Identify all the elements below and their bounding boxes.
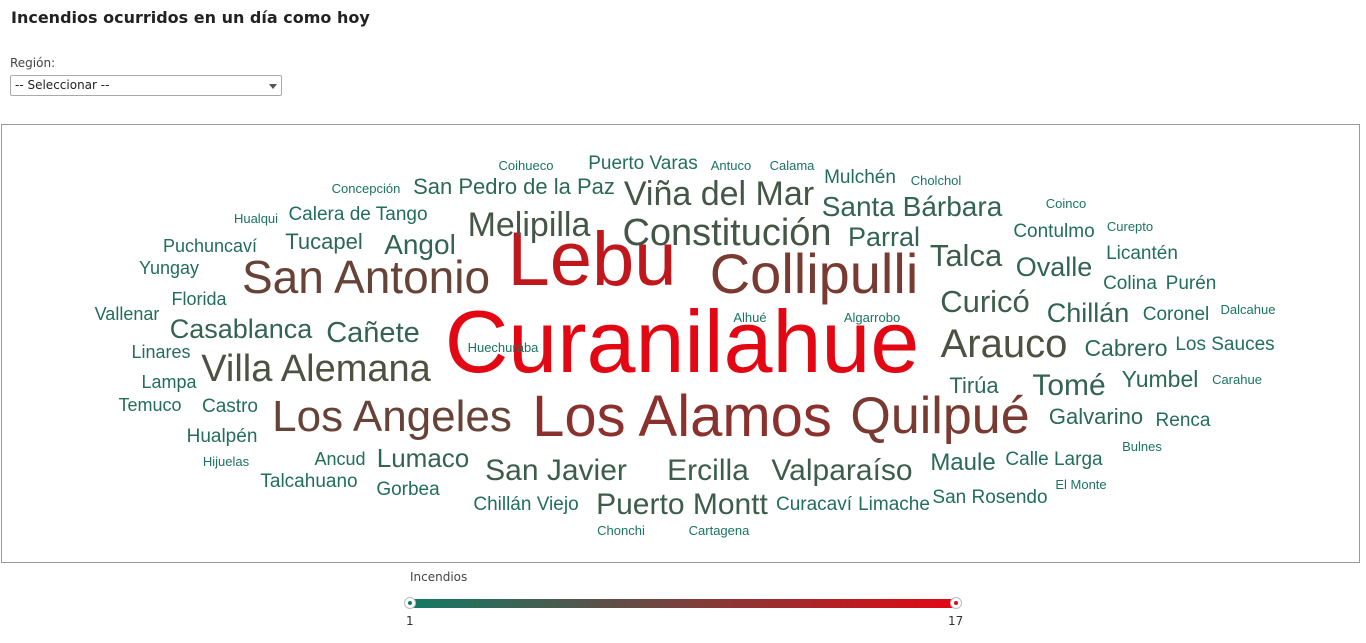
word-yumbel[interactable]: Yumbel [1122,366,1199,392]
color-scale-bar [410,599,956,608]
word-los-sauces[interactable]: Los Sauces [1175,334,1274,355]
word-cartagena[interactable]: Cartagena [689,523,750,538]
word-arauco[interactable]: Arauco [941,322,1068,366]
word-huechuraba[interactable]: Huechuraba [468,340,540,355]
word-carahue[interactable]: Carahue [1212,372,1262,387]
word-san-rosendo[interactable]: San Rosendo [932,487,1047,508]
word-constitucion[interactable]: Constitución [622,212,831,254]
word-colina[interactable]: Colina [1103,273,1157,294]
word-curepto[interactable]: Curepto [1107,219,1153,234]
word-coinco[interactable]: Coinco [1046,196,1086,211]
word-calera-de-tango[interactable]: Calera de Tango [288,204,427,225]
word-quilpue[interactable]: Quilpué [850,387,1029,445]
word-mulchen[interactable]: Mulchén [824,167,896,188]
word-dalcahue[interactable]: Dalcahue [1221,302,1276,317]
word-san-javier[interactable]: San Javier [485,454,627,487]
word-chillan-viejo[interactable]: Chillán Viejo [473,494,578,515]
word-coronel[interactable]: Coronel [1143,304,1210,325]
word-puren[interactable]: Purén [1166,273,1217,294]
word-curico[interactable]: Curicó [940,284,1030,319]
word-bulnes[interactable]: Bulnes [1122,439,1162,454]
word-chonchi[interactable]: Chonchi [597,523,645,538]
word-puerto-varas[interactable]: Puerto Varas [588,153,697,174]
word-licanten[interactable]: Licantén [1106,243,1178,264]
word-tucapel[interactable]: Tucapel [285,229,362,254]
word-hualqui[interactable]: Hualqui [234,211,278,226]
word-melipilla[interactable]: Melipilla [468,206,591,244]
word-chillan[interactable]: Chillán [1047,298,1130,328]
chevron-down-icon [269,84,277,89]
word-parral[interactable]: Parral [848,222,920,252]
word-cabrero[interactable]: Cabrero [1084,335,1167,361]
word-santa-barbara[interactable]: Santa Bárbara [822,191,1003,222]
legend-max-label: 17 [948,614,964,628]
word-los-angeles[interactable]: Los Angeles [272,392,512,441]
word-ovalle[interactable]: Ovalle [1016,252,1093,282]
word-lampa[interactable]: Lampa [141,372,197,392]
legend-min-handle[interactable] [404,597,416,609]
word-lebu[interactable]: Lebu [507,217,676,302]
word-vallenar[interactable]: Vallenar [95,304,160,324]
word-lumaco[interactable]: Lumaco [377,443,470,473]
word-san-antonio[interactable]: San Antonio [242,251,490,303]
word-villa-alemana[interactable]: Villa Alemana [201,348,431,390]
word-maule[interactable]: Maule [930,449,995,476]
word-casablanca[interactable]: Casablanca [170,314,314,344]
word-concepcion[interactable]: Concepción [332,181,401,196]
region-label: Región: [10,56,56,70]
word-temuco[interactable]: Temuco [118,395,181,415]
word-contulmo[interactable]: Contulmo [1013,221,1094,242]
word-galvarino[interactable]: Galvarino [1049,404,1143,429]
word-collipulli[interactable]: Collipulli [710,242,919,305]
word-hijuelas[interactable]: Hijuelas [203,454,250,469]
word-canete[interactable]: Cañete [326,317,420,349]
region-select[interactable]: -- Seleccionar -- [10,75,282,96]
word-curanilahue[interactable]: Curanilahue [445,292,920,391]
word-ancud[interactable]: Ancud [314,449,365,469]
word-talca[interactable]: Talca [930,238,1003,273]
word-vina-del-mar[interactable]: Viña del Mar [624,175,814,213]
word-florida[interactable]: Florida [171,289,227,309]
word-cloud: Curanilahue Lebu Los Alamos Collipulli Quilp… [1,124,1360,563]
word-valparaiso[interactable]: Valparaíso [771,454,912,487]
word-calama[interactable]: Calama [770,158,816,173]
word-castro[interactable]: Castro [202,396,258,417]
word-algarrobo[interactable]: Algarrobo [844,310,900,325]
word-puchuncavi[interactable]: Puchuncaví [163,236,257,256]
word-calle-larga[interactable]: Calle Larga [1005,449,1103,470]
word-cholchol[interactable]: Cholchol [911,173,962,188]
word-ercilla[interactable]: Ercilla [667,454,749,487]
word-los-alamos[interactable]: Los Alamos [532,384,832,449]
word-san-pedro-de-la-paz[interactable]: San Pedro de la Paz [413,174,615,199]
word-curacavi[interactable]: Curacaví [776,494,853,515]
word-antuco[interactable]: Antuco [711,158,751,173]
word-hualpen[interactable]: Hualpén [187,426,258,447]
word-tome[interactable]: Tomé [1032,369,1105,402]
legend-min-label: 1 [406,614,414,628]
word-el-monte[interactable]: El Monte [1055,477,1106,492]
word-angol[interactable]: Angol [384,229,456,260]
word-talcahuano[interactable]: Talcahuano [260,471,357,492]
word-yungay[interactable]: Yungay [139,258,199,278]
legend-title: Incendios [410,570,468,584]
page-title: Incendios ocurridos en un día como hoy [11,8,370,27]
word-gorbea[interactable]: Gorbea [376,479,440,500]
word-coihueco[interactable]: Coihueco [499,158,554,173]
word-renca[interactable]: Renca [1156,410,1211,431]
word-alhue[interactable]: Alhué [733,310,766,325]
word-puerto-montt[interactable]: Puerto Montt [596,488,768,521]
region-select-value: -- Seleccionar -- [15,78,110,92]
word-tirua[interactable]: Tirúa [949,373,999,398]
legend-max-handle[interactable] [950,597,962,609]
word-limache[interactable]: Limache [858,494,930,515]
word-linares[interactable]: Linares [131,342,190,362]
